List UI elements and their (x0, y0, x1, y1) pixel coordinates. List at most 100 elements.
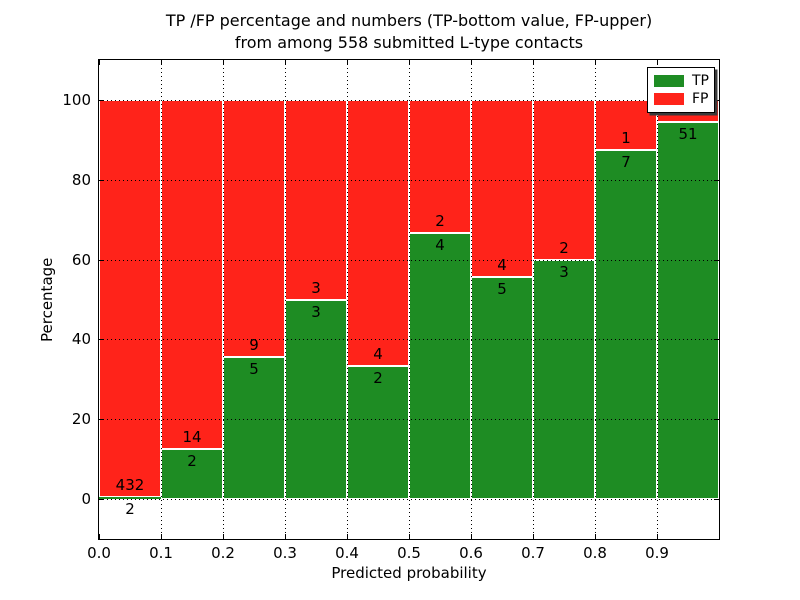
x-tick-top-8 (595, 60, 596, 65)
y-tick-right-0 (714, 499, 719, 500)
v-gridline-0p5 (409, 60, 410, 539)
y-tick-label-60: 60 (71, 250, 91, 269)
y-tick-left-100 (99, 100, 104, 101)
grid-layer (99, 60, 719, 539)
x-tick-bottom-1 (161, 534, 162, 539)
x-tick-bottom-2 (223, 534, 224, 539)
bar-segment-tp-bin7 (533, 259, 595, 499)
bar-segment-tp-bin0 (99, 497, 161, 499)
x-axis-label: Predicted probability (331, 564, 487, 582)
tp-count-label-bin6: 5 (497, 280, 507, 299)
fp-count-label-bin1: 14 (182, 428, 202, 447)
y-axis-label: Percentage (38, 257, 56, 342)
v-gridline-0p8 (595, 60, 596, 539)
chart-title: TP /FP percentage and numbers (TP-bottom… (9, 10, 800, 54)
bar-segment-tp-bin1 (161, 449, 223, 499)
v-gridline-0p1 (161, 60, 162, 539)
x-tick-bottom-8 (595, 534, 596, 539)
x-tick-top-3 (285, 60, 286, 65)
fp-count-label-bin2: 9 (249, 335, 259, 354)
legend-item-fp: FP (654, 90, 714, 108)
x-tick-label-0.2: 0.2 (211, 544, 235, 562)
y-tick-left-60 (99, 259, 104, 261)
x-tick-top-2 (223, 60, 224, 65)
x-tick-top-7 (533, 60, 534, 65)
x-tick-top-5 (409, 60, 410, 65)
tp-count-label-bin8: 7 (621, 152, 631, 171)
chart-title-line2: from among 558 submitted L-type contacts (234, 33, 584, 52)
tp-count-label-bin3: 3 (311, 302, 321, 321)
y-tick-left-0 (99, 499, 104, 500)
fp-count-label-bin0: 432 (115, 476, 145, 495)
x-tick-label-0.1: 0.1 (149, 544, 173, 562)
x-tick-label-0.0: 0.0 (87, 544, 111, 562)
tp-count-label-bin9: 51 (678, 125, 698, 144)
y-tick-right-80 (714, 179, 719, 181)
x-tick-label-0.4: 0.4 (335, 544, 359, 562)
legend-label-fp: FP (692, 91, 709, 107)
x-tick-top-0 (99, 60, 100, 65)
y-tick-left-40 (99, 339, 104, 341)
bar-segment-tp-bin9 (657, 122, 719, 499)
y-tick-right-100 (714, 100, 719, 101)
fp-count-label-bin6: 4 (497, 256, 507, 275)
v-gridline-0p9 (657, 60, 658, 539)
fp-swatch-icon (654, 93, 684, 105)
x-tick-top-9 (657, 60, 658, 65)
ticks-layer (99, 60, 719, 539)
y-tick-label-20: 20 (71, 410, 91, 429)
chart-title-line1: TP /FP percentage and numbers (TP-bottom… (165, 11, 653, 30)
tp-swatch-icon (654, 75, 684, 87)
legend-item-tp: TP (654, 72, 714, 90)
tp-count-label-bin2: 5 (249, 359, 259, 378)
bar-segment-tp-bin8 (595, 149, 657, 499)
x-tick-label-0.8: 0.8 (583, 544, 607, 562)
tp-count-label-bin0: 2 (125, 500, 135, 519)
x-tick-bottom-0 (99, 534, 100, 539)
y-tick-right-20 (714, 419, 719, 421)
plot-area: 432 2 14 2 9 5 3 3 4 2 2 4 4 5 2 3 1 7 51 TP FP (98, 59, 720, 540)
fp-count-label-bin8: 1 (621, 128, 631, 147)
x-tick-bottom-9 (657, 534, 658, 539)
v-gridline-0p4 (347, 60, 348, 539)
legend: TP FP (647, 67, 715, 113)
y-tick-label-40: 40 (71, 330, 91, 349)
bar-labels-layer: 432 2 14 2 9 5 3 3 4 2 2 4 4 5 2 3 1 7 51 (99, 60, 719, 539)
fp-count-label-bin7: 2 (559, 238, 569, 257)
y-tick-label-100: 100 (62, 91, 91, 109)
y-tick-right-60 (714, 259, 719, 261)
x-tick-label-0.3: 0.3 (273, 544, 297, 562)
tp-count-label-bin1: 2 (187, 452, 197, 471)
y-tick-right-40 (714, 339, 719, 341)
v-gridline-0p7 (533, 60, 534, 539)
bar-segment-fp-bin0 (99, 100, 161, 498)
tp-count-label-bin7: 3 (559, 262, 569, 281)
x-tick-label-0.9: 0.9 (645, 544, 669, 562)
tp-count-label-bin4: 2 (373, 369, 383, 387)
x-tick-top-6 (471, 60, 472, 65)
x-tick-bottom-3 (285, 534, 286, 539)
x-tick-top-1 (161, 60, 162, 65)
x-tick-label-0.7: 0.7 (521, 544, 545, 562)
bar-segment-fp-bin5 (409, 100, 471, 233)
v-gridline-0p6 (471, 60, 472, 539)
x-tick-bottom-4 (347, 534, 348, 539)
x-tick-top-4 (347, 60, 348, 65)
x-tick-label-0.6: 0.6 (459, 544, 483, 562)
x-tick-bottom-7 (533, 534, 534, 539)
x-tick-bottom-6 (471, 534, 472, 539)
v-gridline-0p3 (285, 60, 286, 539)
bar-segment-fp-bin8 (595, 100, 657, 150)
bar-segment-tp-bin4 (347, 366, 409, 499)
bar-segment-fp-bin1 (161, 100, 223, 450)
x-tick-label-0.5: 0.5 (397, 544, 421, 562)
tp-count-label-bin5: 4 (435, 236, 445, 254)
fp-count-label-bin5: 2 (435, 212, 445, 230)
y-tick-label-80: 80 (71, 170, 91, 189)
fp-count-label-bin4: 4 (373, 345, 383, 363)
y-tick-left-80 (99, 179, 104, 181)
bar-segment-tp-bin5 (409, 233, 471, 499)
v-gridline-0p2 (223, 60, 224, 539)
fp-count-label-bin3: 3 (311, 278, 321, 297)
